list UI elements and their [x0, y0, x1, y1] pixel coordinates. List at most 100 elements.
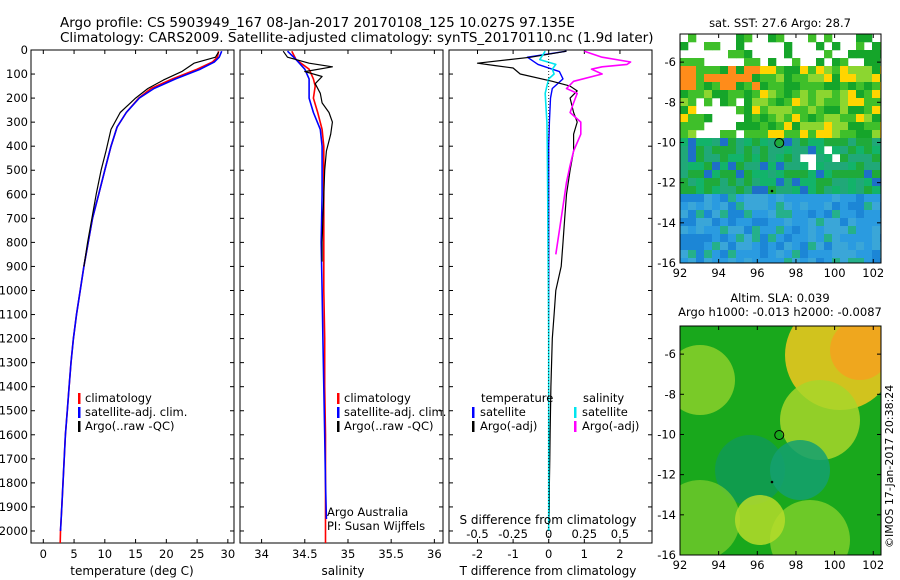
lat-tick-label: -16 [657, 256, 676, 270]
sst-cell [856, 154, 865, 163]
sst-cell [840, 90, 849, 99]
sst-cell [688, 210, 697, 219]
sst-cell [760, 250, 769, 259]
sst-cell [752, 74, 761, 83]
sst-cell [872, 250, 881, 259]
sst-cell [856, 242, 865, 251]
lon-tick-label: 100 [824, 558, 846, 572]
sst-cell [712, 226, 721, 235]
x-tick-label: 35 [341, 547, 356, 561]
sst-cell [704, 170, 713, 179]
sst-cell [856, 130, 865, 139]
s-difference-tick-label: 0.25 [572, 527, 598, 541]
sst-cell [696, 250, 705, 259]
series-line-satellite-adj-clim- [286, 50, 328, 520]
sst-cell [776, 210, 785, 219]
sst-cell [752, 178, 761, 187]
sst-cell [728, 66, 737, 75]
sst-cell [832, 66, 841, 75]
sst-cell [720, 218, 729, 227]
sst-cell [712, 178, 721, 187]
legend-label: climatology [344, 391, 411, 405]
legend-swatch [472, 421, 475, 432]
sst-cell [856, 202, 865, 211]
sst-cell [864, 114, 873, 123]
sst-cell [864, 122, 873, 131]
sst-cell [824, 226, 833, 235]
s-difference-tick-label: -0.5 [466, 527, 488, 541]
sst-cell [696, 234, 705, 243]
sst-cell [688, 130, 697, 139]
sst-cell [776, 146, 785, 155]
sst-cell [816, 242, 825, 251]
s-difference-tick-label: -0.25 [498, 527, 528, 541]
sst-cell [760, 146, 769, 155]
sst-cell [808, 226, 817, 235]
sst-cell [688, 90, 697, 99]
sst-cell [704, 258, 713, 263]
sst-cell [856, 34, 865, 43]
sst-cell [680, 90, 689, 99]
sst-cell [744, 202, 753, 211]
sst-cell [696, 226, 705, 235]
sst-cell [832, 106, 841, 115]
sst-cell [744, 98, 753, 107]
difference-legend: temperature salinitysatelliteArgo(-adj)sa… [472, 391, 639, 433]
sst-cell [752, 162, 761, 171]
sst-cell [840, 186, 849, 195]
sst-cell [800, 202, 809, 211]
sst-cell [824, 202, 833, 211]
sst-cell [848, 130, 857, 139]
x-tick-label: 25 [190, 547, 205, 561]
legend-label: Argo(..raw -QC) [344, 419, 434, 433]
sla-anomaly-blob [715, 435, 785, 505]
imos-timestamp: ©IMOS 17-Jan-2017 20:38:24 [883, 385, 896, 548]
sst-cell [864, 194, 873, 203]
sst-cell [720, 210, 729, 219]
sst-cell [808, 114, 817, 123]
sst-cell [712, 170, 721, 179]
sst-cell [856, 258, 865, 263]
sst-cell [848, 186, 857, 195]
sla-anomaly-blob [830, 326, 881, 380]
sst-cell [728, 90, 737, 99]
sst-cell [752, 66, 761, 75]
sst-cell [776, 82, 785, 91]
sst-cell [736, 138, 745, 147]
sst-cell [680, 130, 689, 139]
depth-tick-label: 2000 [0, 524, 28, 538]
sst-cell [776, 98, 785, 107]
sst-cell [824, 90, 833, 99]
sst-cell [744, 90, 753, 99]
sst-cell [704, 226, 713, 235]
sst-cell [816, 74, 825, 83]
sst-cell [792, 106, 801, 115]
sst-cell [768, 74, 777, 83]
sst-cell [808, 138, 817, 147]
sst-cell [776, 114, 785, 123]
sst-cell [680, 202, 689, 211]
sst-cell [856, 114, 865, 123]
depth-tick-label: 1300 [0, 356, 28, 370]
sst-cell [696, 178, 705, 187]
sst-cell [848, 122, 857, 131]
depth-tick-label: 200 [6, 91, 28, 105]
sst-cell [864, 178, 873, 187]
sst-cell [784, 178, 793, 187]
sst-cell [704, 90, 713, 99]
sst-cell [840, 242, 849, 251]
sst-cell [784, 186, 793, 195]
sst-cell [856, 218, 865, 227]
series-line-salinity-argo-adj- [555, 50, 632, 255]
sst-cell [696, 138, 705, 147]
sst-cell [864, 218, 873, 227]
sst-cell [840, 58, 849, 67]
sst-cell [824, 178, 833, 187]
sst-cell [688, 258, 697, 263]
sst-cell [688, 114, 697, 123]
sst-cell [856, 234, 865, 243]
sst-cell [816, 42, 825, 51]
sst-cell [792, 242, 801, 251]
sst-cell [744, 34, 753, 43]
sst-cell [816, 170, 825, 179]
